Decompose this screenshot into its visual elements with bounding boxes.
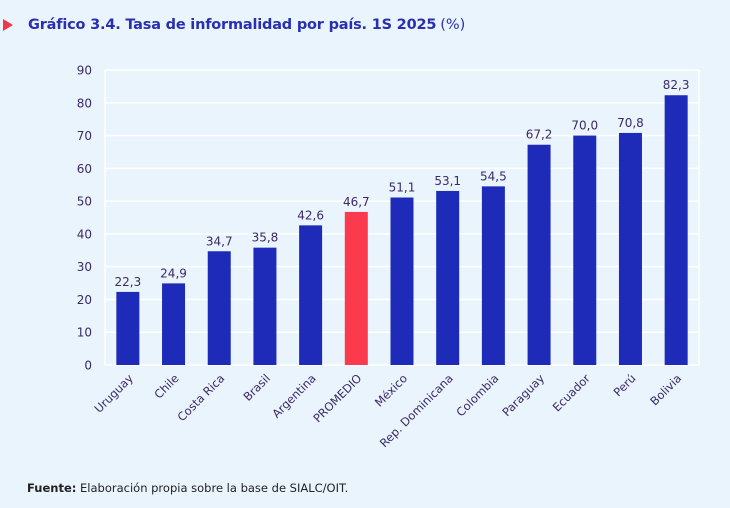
- x-tick-label: Bolivia: [647, 371, 684, 408]
- y-tick-label: 20: [77, 293, 92, 307]
- bar: [527, 144, 551, 365]
- x-tick-label: Perú: [611, 371, 639, 399]
- value-label: 54,5: [480, 169, 507, 183]
- x-tick-label: Ecuador: [550, 371, 593, 414]
- value-label: 53,1: [434, 174, 461, 188]
- value-label: 34,7: [206, 234, 233, 248]
- bar: [344, 211, 368, 365]
- value-label: 35,8: [252, 231, 279, 245]
- bar-chart: 0 10 20 30 40 50 60 70 80 90 22,3 24,9 34,7 35,8 42,6…: [77, 64, 700, 450]
- source-text: Elaboración propia sobre la base de SIAL…: [80, 481, 349, 495]
- y-tick-label: 60: [77, 162, 92, 176]
- y-tick-label: 0: [84, 359, 92, 373]
- x-tick-label: Brasil: [240, 371, 273, 404]
- value-label: 70,8: [617, 116, 644, 130]
- y-tick-label: 90: [77, 64, 92, 78]
- value-label: 67,2: [526, 128, 553, 142]
- y-tick-label: 70: [77, 129, 92, 143]
- x-tick-label: Chile: [151, 371, 181, 401]
- value-label: 82,3: [663, 78, 690, 92]
- chart-unit: (%): [440, 17, 466, 33]
- bar: [390, 197, 414, 365]
- bar: [573, 135, 597, 365]
- x-tick-label: Paraguay: [499, 371, 547, 419]
- x-tick-label: México: [372, 371, 410, 409]
- x-tick-label: Colombia: [453, 371, 501, 419]
- bar: [436, 190, 460, 365]
- source-label: Fuente:: [27, 481, 77, 495]
- bar: [664, 95, 688, 365]
- bar: [162, 283, 186, 365]
- value-label: 46,7: [343, 195, 370, 209]
- bar: [116, 291, 140, 365]
- value-label: 22,3: [114, 275, 141, 289]
- bar: [253, 247, 277, 365]
- value-label: 51,1: [389, 181, 416, 195]
- value-labels: 22,3 24,9 34,7 35,8 42,6 46,7 51,1 53,1 54,5 67,2…: [114, 78, 689, 289]
- value-label: 70,0: [571, 119, 598, 133]
- y-axis-ticks: 0 10 20 30 40 50 60 70 80 90: [77, 64, 92, 373]
- bar: [299, 225, 323, 365]
- y-tick-label: 50: [77, 195, 92, 209]
- bar: [207, 251, 231, 365]
- bar: [618, 132, 642, 365]
- chart-title: Gráfico 3.4. Tasa de informalidad por pa…: [28, 17, 437, 33]
- value-label: 42,6: [297, 208, 324, 222]
- source-note: Fuente: Elaboración propia sobre la base…: [27, 481, 348, 495]
- bars: [116, 95, 688, 365]
- x-tick-label: PROMEDIO: [310, 371, 364, 425]
- y-tick-label: 10: [77, 326, 92, 340]
- triangle-right-icon: [3, 19, 13, 31]
- bar: [481, 186, 505, 365]
- y-tick-label: 80: [77, 96, 92, 110]
- y-tick-label: 40: [77, 227, 92, 241]
- value-label: 24,9: [160, 266, 187, 280]
- chart-header: Gráfico 3.4. Tasa de informalidad por pa…: [3, 17, 465, 33]
- x-tick-label: Uruguay: [92, 371, 137, 416]
- x-tick-label: Costa Rica: [174, 371, 227, 424]
- y-tick-label: 30: [77, 260, 92, 274]
